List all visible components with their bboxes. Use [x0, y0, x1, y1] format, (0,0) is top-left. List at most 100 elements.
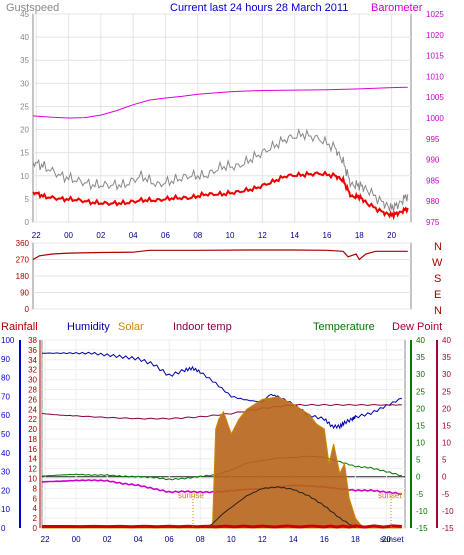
temperature-tick-label: -15	[416, 524, 428, 533]
legend-temperature: Temperature	[313, 321, 375, 333]
x-tick-label: 06	[161, 231, 170, 240]
series-line-gustspeed	[32, 128, 409, 213]
series-line-indoor-temp	[41, 403, 402, 420]
dew-point-tick-label: -15	[442, 524, 454, 533]
rainfall-tick-label: 36	[28, 346, 37, 355]
x-tick-label: 12	[258, 535, 267, 544]
direction-tick-label: 360	[16, 239, 30, 248]
gust-tick-label: 45	[20, 10, 29, 19]
rainfall-tick-label: 32	[28, 366, 37, 375]
dew-point-tick-label: 25	[442, 387, 451, 396]
series-line-wind-direction	[32, 249, 408, 261]
panel-2-left-axis: 0 90 180 270 360	[16, 239, 30, 314]
barometer-tick-label: 990	[426, 156, 440, 165]
gust-tick-label: 30	[20, 79, 29, 88]
temperature-tick-label: 5	[416, 456, 421, 465]
legend-dew-point: Dew Point	[392, 321, 442, 333]
x-tick-label: 18	[351, 535, 360, 544]
series-line-barometer	[32, 86, 408, 119]
chart-title: Current last 24 hours 28 March 2011	[170, 2, 348, 14]
dew-point-tick-label: 5	[442, 456, 447, 465]
x-tick-label: 00	[72, 535, 81, 544]
barometer-tick-label: 1015	[426, 52, 444, 61]
humidity-tick-label: 20	[1, 486, 10, 495]
panel-3-annotations: sunrise sunset sunset	[178, 491, 404, 544]
x-tick-label: 22	[32, 231, 41, 240]
barometer-tick-label: 1000	[426, 114, 444, 123]
compass-label-north: N	[434, 241, 442, 253]
rainfall-tick-label: 30	[28, 376, 37, 385]
temperature-tick-label: 35	[416, 353, 425, 362]
rainfall-tick-label: 38	[28, 336, 37, 345]
compass-label-east: E	[434, 289, 441, 301]
humidity-tick-label: 90	[1, 355, 10, 364]
x-tick-label: 16	[323, 231, 332, 240]
x-tick-label: 02	[96, 231, 105, 240]
x-tick-label: 14	[290, 231, 299, 240]
panel-1-series	[32, 86, 409, 221]
rainfall-tick-label: 22	[28, 415, 37, 424]
compass-label-south: S	[434, 273, 441, 285]
humidity-tick-label: 70	[1, 392, 10, 401]
temperature-tick-label: 10	[416, 439, 425, 448]
legend-humidity: Humidity	[67, 321, 110, 333]
panel-1-x-axis: 22 00 02 04 06 08 10 12 14 16 18 20	[32, 231, 397, 240]
x-tick-label: 10	[226, 231, 235, 240]
dew-point-tick-label: 20	[442, 404, 451, 413]
compass-labels: N W S E N	[432, 241, 443, 317]
panel-2-series	[32, 249, 408, 261]
rainfall-tick-label: 6	[33, 494, 38, 503]
temperature-tick-label: 15	[416, 421, 425, 430]
humidity-tick-label: 50	[1, 430, 10, 439]
x-tick-label: 08	[193, 231, 202, 240]
barometer-axis-label: Barometer	[371, 2, 423, 14]
gust-tick-label: 25	[20, 102, 29, 111]
panel-3-legend: Rainfall Humidity Solar Indoor temp Temp…	[1, 321, 442, 333]
rainfall-tick-label: 24	[28, 405, 37, 414]
dew-point-tick-label: 30	[442, 370, 451, 379]
humidity-tick-label: 0	[1, 524, 6, 533]
sunset-axis-label: sunset	[380, 535, 404, 544]
x-tick-label: 20	[382, 535, 391, 544]
rainfall-tick-label: 26	[28, 395, 37, 404]
dew-point-tick-label: -5	[442, 490, 450, 499]
dew-point-tick-label: 40	[442, 336, 451, 345]
humidity-tick-label: 60	[1, 411, 10, 420]
temperature-tick-label: -5	[416, 490, 424, 499]
panel-2-grid	[33, 242, 411, 310]
gust-tick-label: 5	[25, 195, 30, 204]
direction-tick-label: 90	[20, 289, 29, 298]
rainfall-tick-label: 14	[28, 455, 37, 464]
rainfall-tick-label: 16	[28, 445, 37, 454]
rainfall-tick-label: 4	[33, 504, 38, 513]
rainfall-tick-label: 20	[28, 425, 37, 434]
barometer-tick-label: 975	[426, 218, 440, 227]
humidity-tick-label: 10	[1, 505, 10, 514]
x-tick-label: 14	[289, 535, 298, 544]
x-tick-label: 04	[129, 231, 138, 240]
sunset-label: sunset	[378, 491, 402, 500]
panel-3-x-axis: 22 00 02 04 06 08 10 12 14 16 18 20	[41, 535, 392, 544]
humidity-tick-label: 100	[1, 336, 15, 345]
gust-tick-label: 10	[20, 172, 29, 181]
x-tick-label: 02	[103, 535, 112, 544]
rainfall-tick-label: 2	[33, 514, 38, 523]
panel-1-right-axis: 975 980 985 990 995 1000 1005 1010 1015 1020 1025	[426, 10, 444, 227]
dew-point-tick-label: 35	[442, 353, 451, 362]
barometer-tick-label: 1020	[426, 31, 444, 40]
compass-label-north-bottom: N	[434, 305, 442, 317]
gust-tick-label: 35	[20, 56, 29, 65]
series-line-rainfall	[42, 524, 402, 529]
temperature-tick-label: 40	[416, 336, 425, 345]
x-tick-label: 00	[64, 231, 73, 240]
dew-point-tick-label: 15	[442, 421, 451, 430]
x-tick-label: 08	[196, 535, 205, 544]
panel-1-left-axis: 0 5 10 15 20 25 30 35 40 45	[20, 10, 29, 227]
x-tick-label: 18	[355, 231, 364, 240]
barometer-tick-label: 995	[426, 135, 440, 144]
series-area-solar	[42, 396, 402, 529]
series-line-humidity	[42, 351, 403, 430]
x-tick-label: 20	[387, 231, 396, 240]
rainfall-tick-label: 10	[28, 475, 37, 484]
